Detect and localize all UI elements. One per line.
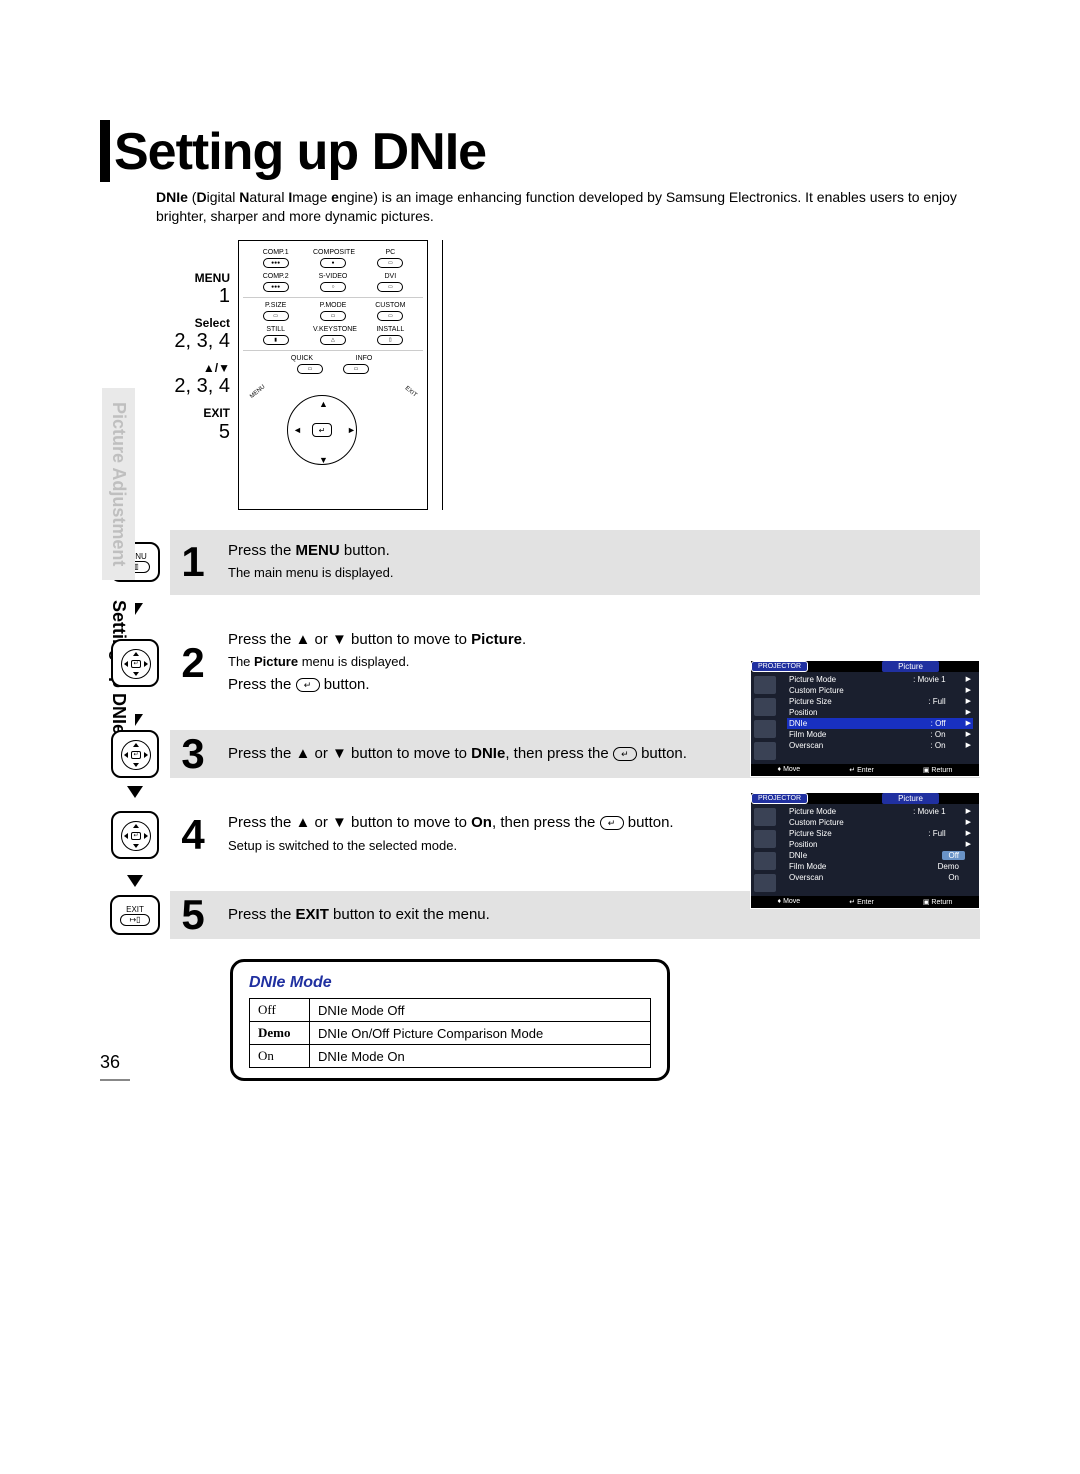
dpad-icon: ↵ <box>111 639 159 687</box>
callout-updown: ▲/▼ 2, 3, 4 <box>140 362 230 397</box>
intro-b1: DNIe <box>156 189 188 205</box>
exit-button-icon: EXIT ↦▯ <box>110 895 160 935</box>
divider-line <box>442 240 443 510</box>
enter-icon <box>613 747 637 761</box>
step-1-number: 1 <box>170 538 216 586</box>
sidebar: Picture Adjustment Setting up DNIe <box>102 388 138 748</box>
callout-select: Select 2, 3, 4 <box>140 317 230 352</box>
arrow-down-icon <box>127 786 143 798</box>
table-row: OffDNIe Mode Off <box>250 999 651 1022</box>
enter-icon <box>296 678 320 692</box>
intro-text: DNIe (Digital Natural Image engine) is a… <box>100 188 980 226</box>
step-1: MENU ▥ 1 Press the MENU button. The main… <box>100 530 980 595</box>
page-number: 36 <box>100 1052 130 1081</box>
sidebar-tab-picture-adjustment: Picture Adjustment <box>102 388 135 580</box>
step-4-number: 4 <box>170 811 216 859</box>
dnie-mode-title: DNIe Mode <box>249 974 651 992</box>
step-2-number: 2 <box>170 639 216 687</box>
title-bar: Setting up DNIe <box>100 120 980 182</box>
table-row: DemoDNIe On/Off Picture Comparison Mode <box>250 1022 651 1045</box>
dpad-icon: ↵ <box>111 730 159 778</box>
enter-icon <box>600 816 624 830</box>
callout-menu: MENU 1 <box>140 272 230 307</box>
callout-exit: EXIT 5 <box>140 407 230 442</box>
title-accent-bar <box>100 120 110 182</box>
page-title: Setting up DNIe <box>114 122 486 182</box>
osd-screenshot-1: PROJECTORPicture Picture Mode: Movie 1▶ … <box>750 660 980 777</box>
step-3-number: 3 <box>170 730 216 778</box>
remote-diagram: COMP.1COMPOSITEPC ●●●●▭ COMP.2S-VIDEODVI… <box>238 240 428 510</box>
table-row: OnDNIe Mode On <box>250 1045 651 1068</box>
dnie-mode-table: OffDNIe Mode Off DemoDNIe On/Off Picture… <box>249 998 651 1068</box>
remote-enter: ↵ <box>312 423 332 437</box>
step-5-number: 5 <box>170 891 216 939</box>
osd-screenshot-2: PROJECTORPicture Picture Mode: Movie 1▶ … <box>750 792 980 909</box>
dpad-icon: ↵ <box>111 811 159 859</box>
arrow-down-icon <box>127 875 143 887</box>
dnie-mode-box: DNIe Mode OffDNIe Mode Off DemoDNIe On/O… <box>230 959 670 1081</box>
